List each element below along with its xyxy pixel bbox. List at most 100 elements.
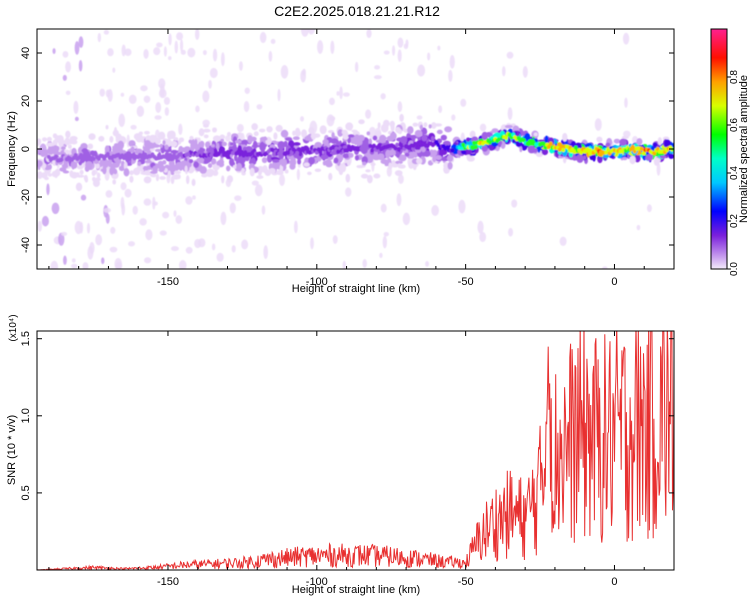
spectrogram-band-blob <box>185 162 192 168</box>
spectrogram-band-blob <box>168 166 175 170</box>
spectrogram-band-blob <box>292 130 296 136</box>
spectrogram-ridge-blob <box>295 150 300 156</box>
spectrogram-band-blob <box>354 155 360 161</box>
spectrogram-background-blob <box>330 40 335 55</box>
spectrogram-background-blob <box>194 29 200 41</box>
spectrogram-band-blob <box>149 170 158 174</box>
spectrogram-background-blob <box>202 49 207 56</box>
spectrogram-ridge-blob <box>270 147 275 152</box>
spectrogram-band-blob <box>259 136 268 141</box>
spectrogram-band-blob <box>110 163 116 171</box>
spectrogram-background-blob <box>153 201 158 206</box>
spectrogram-band-blob <box>249 167 255 177</box>
spectrogram-background-blob <box>173 210 177 217</box>
spectrogram-ridge-blob <box>73 153 78 158</box>
spectrogram-background-blob <box>342 92 350 97</box>
spectrogram-band-blob <box>259 142 266 152</box>
spectrogram-ridge-blob <box>450 148 455 153</box>
spectrogram-background-blob <box>110 226 116 234</box>
spectrogram-band-blob <box>347 134 355 138</box>
snr-ytick-label: 0.5 <box>20 485 32 500</box>
spectrogram-background-blob <box>402 212 411 226</box>
spectrogram-background-blob <box>136 105 145 117</box>
spectrogram-band-blob <box>446 154 454 162</box>
spectrogram-band-blob <box>341 163 347 173</box>
spectrogram-band-blob <box>55 145 60 152</box>
spectrogram-band-blob <box>397 128 403 135</box>
spectrogram-background-blob <box>225 135 231 142</box>
spectrogram-axes: -150 -100 -50 0 -40 -20 0 20 40 <box>20 29 675 288</box>
spectrogram-ridge-blob <box>141 156 146 161</box>
spectrogram-band-blob <box>447 161 453 170</box>
spectrogram-background-blob <box>397 49 402 62</box>
spectrogram-background-blob <box>112 67 116 73</box>
spectrogram-band-blob <box>103 159 109 168</box>
spectrogram-background-blob <box>99 88 106 97</box>
spectrogram-band-blob <box>360 173 369 179</box>
spectrogram-background-blob <box>71 263 78 269</box>
spectrogram-band-blob <box>442 140 451 146</box>
spectrogram-background-blob <box>220 52 225 67</box>
spectrogram-band-blob <box>58 139 64 147</box>
spectrogram-plot: -150 -100 -50 0 -40 -20 0 20 40 Height of straig… <box>6 28 675 295</box>
spectrogram-band-blob <box>435 155 442 160</box>
spectrogram-ridge-blob <box>368 143 373 149</box>
spectrogram-band-blob <box>419 124 423 131</box>
spectrogram-band-blob <box>234 154 238 162</box>
spectrogram-background-blob <box>256 104 263 110</box>
spectrogram-band-blob <box>354 140 358 146</box>
spectrogram-band-blob <box>428 124 432 129</box>
spectrogram-background-blob <box>263 245 269 260</box>
spectrogram-band-blob <box>576 154 584 163</box>
spectrogram-background-blob <box>115 261 123 269</box>
spectrogram-band-blob <box>395 151 400 158</box>
spectrogram-background-blob <box>120 92 125 97</box>
spectrogram-ridge-blob <box>218 149 223 155</box>
spectrogram-background-blob <box>417 64 426 77</box>
snr-ytick-label: 1.0 <box>20 408 32 423</box>
spectrogram-band-blob <box>172 174 180 180</box>
colorbar-axes: 0.0 0.2 0.4 0.6 0.8 <box>710 28 740 276</box>
snr-marks <box>37 331 674 570</box>
spectrogram-ridge-blob <box>546 144 551 150</box>
spectrogram-ytick-label: 20 <box>20 95 32 107</box>
spectrogram-background-blob <box>143 95 151 103</box>
spectrogram-background-blob <box>211 243 216 251</box>
spectrogram-background-blob <box>261 205 266 215</box>
spectrogram-background-blob <box>145 229 153 241</box>
spectrogram-background-blob <box>522 66 528 78</box>
spectrogram-background-blob <box>508 227 514 237</box>
spectrogram-band-blob <box>307 171 312 176</box>
spectrogram-background-blob <box>80 194 87 201</box>
spectrogram-background-blob <box>329 97 335 106</box>
spectrogram-band-blob <box>396 137 405 142</box>
spectrogram-background-blob <box>310 237 314 250</box>
spectrogram-background-blob <box>208 79 212 89</box>
spectrogram-band-blob <box>123 168 130 177</box>
spectrogram-background-blob <box>121 203 126 216</box>
spectrogram-ridge-blob <box>630 145 635 150</box>
spectrogram-band-blob <box>381 136 388 140</box>
spectrogram-band-blob <box>664 139 671 148</box>
spectrogram-band-blob <box>322 139 329 145</box>
spectrogram-background-blob <box>132 205 138 215</box>
spectrogram-background-blob <box>128 94 137 105</box>
spectrogram-band-blob <box>266 126 273 133</box>
spectrogram-band-blob <box>157 131 166 140</box>
spectrogram-band-blob <box>236 162 243 172</box>
spectrogram-background-blob <box>636 224 641 231</box>
snr-series-line <box>37 331 674 570</box>
spectrogram-band-blob <box>368 138 373 146</box>
spectrogram-band-blob <box>212 127 218 133</box>
spectrogram-band-blob <box>216 160 222 166</box>
spectrogram-ridge-blob <box>471 140 476 146</box>
spectrogram-band-blob <box>492 128 497 134</box>
snr-xlabel: Height of straight line (km) <box>292 584 420 596</box>
spectrogram-band-blob <box>293 142 301 146</box>
spectrogram-band-blob <box>284 169 289 174</box>
spectrogram-band-blob <box>221 175 225 184</box>
snr-plot: -150 -100 -50 0 0.5 1.0 1.5 Height of straight… <box>6 314 675 596</box>
spectrogram-band-blob <box>70 161 78 169</box>
spectrogram-background-blob <box>170 246 179 252</box>
spectrogram-band-blob <box>603 154 609 159</box>
